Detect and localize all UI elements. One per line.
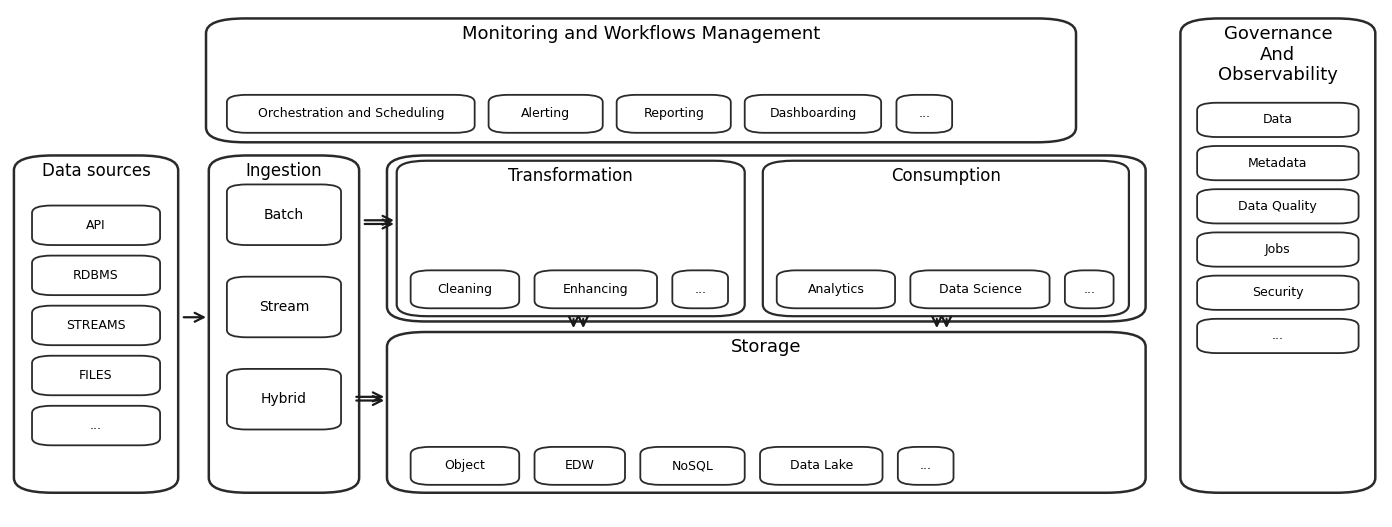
FancyBboxPatch shape: [209, 155, 359, 493]
FancyBboxPatch shape: [411, 270, 519, 308]
Text: ...: ...: [1272, 329, 1283, 343]
FancyBboxPatch shape: [32, 306, 160, 345]
Text: Data Science: Data Science: [938, 283, 1022, 296]
Text: Data Lake: Data Lake: [789, 460, 853, 472]
FancyBboxPatch shape: [1197, 103, 1359, 137]
Text: RDBMS: RDBMS: [74, 269, 118, 282]
Text: Alerting: Alerting: [521, 108, 571, 120]
FancyBboxPatch shape: [745, 95, 881, 133]
Text: Enhancing: Enhancing: [562, 283, 629, 296]
FancyBboxPatch shape: [898, 447, 954, 485]
FancyBboxPatch shape: [535, 447, 625, 485]
Text: NoSQL: NoSQL: [671, 460, 714, 472]
FancyBboxPatch shape: [227, 277, 341, 337]
FancyBboxPatch shape: [1065, 270, 1114, 308]
Text: Dashboarding: Dashboarding: [770, 108, 856, 120]
FancyBboxPatch shape: [32, 356, 160, 395]
Text: Data Quality: Data Quality: [1239, 200, 1317, 213]
Text: Governance
And
Observability: Governance And Observability: [1218, 25, 1338, 84]
Text: EDW: EDW: [565, 460, 594, 472]
Text: Batch: Batch: [264, 208, 303, 222]
Text: ...: ...: [695, 283, 706, 296]
FancyBboxPatch shape: [227, 95, 475, 133]
Text: Stream: Stream: [259, 300, 309, 314]
FancyBboxPatch shape: [387, 155, 1146, 321]
FancyBboxPatch shape: [1197, 232, 1359, 267]
Text: Consumption: Consumption: [891, 167, 1001, 185]
Text: Security: Security: [1253, 286, 1303, 299]
FancyBboxPatch shape: [397, 161, 745, 316]
Text: Orchestration and Scheduling: Orchestration and Scheduling: [258, 108, 444, 120]
FancyBboxPatch shape: [411, 447, 519, 485]
FancyBboxPatch shape: [32, 256, 160, 295]
FancyBboxPatch shape: [1180, 18, 1375, 493]
Text: Ingestion: Ingestion: [245, 162, 323, 180]
FancyBboxPatch shape: [760, 447, 883, 485]
FancyBboxPatch shape: [763, 161, 1129, 316]
FancyBboxPatch shape: [32, 406, 160, 445]
Text: ...: ...: [90, 419, 102, 432]
Text: Cleaning: Cleaning: [437, 283, 493, 296]
Text: Transformation: Transformation: [508, 167, 633, 185]
Text: Metadata: Metadata: [1249, 157, 1307, 170]
Text: Storage: Storage: [731, 338, 802, 356]
FancyBboxPatch shape: [672, 270, 728, 308]
Text: Hybrid: Hybrid: [260, 392, 308, 406]
Text: Data sources: Data sources: [42, 162, 150, 180]
FancyBboxPatch shape: [32, 206, 160, 245]
Text: ...: ...: [920, 460, 931, 472]
Text: API: API: [86, 219, 106, 232]
FancyBboxPatch shape: [910, 270, 1050, 308]
FancyBboxPatch shape: [1197, 319, 1359, 353]
FancyBboxPatch shape: [1197, 146, 1359, 180]
Text: Analytics: Analytics: [807, 283, 864, 296]
FancyBboxPatch shape: [896, 95, 952, 133]
FancyBboxPatch shape: [489, 95, 603, 133]
Text: Data: Data: [1263, 113, 1293, 126]
Text: Jobs: Jobs: [1265, 243, 1290, 256]
FancyBboxPatch shape: [227, 369, 341, 430]
FancyBboxPatch shape: [1197, 276, 1359, 310]
Text: ...: ...: [1083, 283, 1096, 296]
Text: STREAMS: STREAMS: [67, 319, 125, 332]
FancyBboxPatch shape: [227, 184, 341, 245]
FancyBboxPatch shape: [1197, 189, 1359, 223]
FancyBboxPatch shape: [777, 270, 895, 308]
FancyBboxPatch shape: [640, 447, 745, 485]
Text: ...: ...: [919, 108, 930, 120]
FancyBboxPatch shape: [617, 95, 731, 133]
FancyBboxPatch shape: [535, 270, 657, 308]
Text: Object: Object: [444, 460, 486, 472]
FancyBboxPatch shape: [14, 155, 178, 493]
Text: FILES: FILES: [79, 369, 113, 382]
Text: Reporting: Reporting: [643, 108, 704, 120]
FancyBboxPatch shape: [206, 18, 1076, 142]
Text: Monitoring and Workflows Management: Monitoring and Workflows Management: [462, 25, 820, 43]
FancyBboxPatch shape: [387, 332, 1146, 493]
